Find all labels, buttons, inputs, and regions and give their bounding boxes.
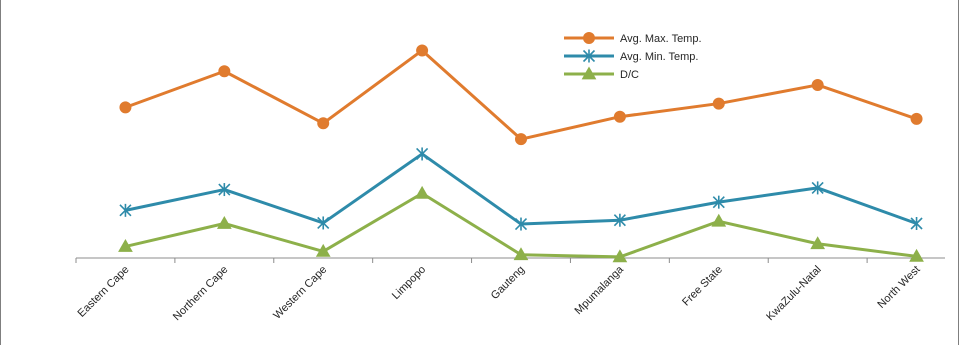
series-1 (120, 45, 922, 145)
series-line (125, 154, 916, 224)
x-axis: Eastern Cape Northern Cape Western Cape Lim… (76, 258, 945, 323)
x-tick-label: Northern Cape (171, 264, 231, 324)
x-tick-label: Mpumalanga (573, 263, 627, 317)
legend-item: Avg. Max. Temp. (564, 33, 702, 46)
series-layer (119, 45, 923, 262)
data-point (417, 147, 428, 160)
data-point (218, 217, 231, 228)
data-point (219, 66, 230, 77)
data-point (416, 187, 429, 198)
data-point (812, 79, 823, 90)
data-point (911, 113, 922, 124)
data-point (516, 134, 527, 145)
legend-item: D/C (564, 68, 639, 82)
data-point (712, 215, 725, 226)
data-point (318, 118, 329, 129)
legend-item: Avg. Min. Temp. (564, 50, 698, 64)
legend-label: D/C (620, 69, 639, 81)
x-tick-label: Gauteng (489, 264, 527, 302)
data-point (614, 111, 625, 122)
x-tick-label: North West (875, 264, 922, 311)
series-line (125, 50, 916, 139)
x-tick-label: Western Cape (271, 264, 329, 322)
x-tick-label: Limpopo (390, 264, 428, 302)
x-tick-label: Eastern Cape (76, 264, 132, 320)
series-2 (120, 147, 922, 230)
legend-marker (584, 33, 595, 44)
x-tick-label: KwaZulu-Natal (764, 264, 823, 323)
x-tick-label: Free State (680, 264, 725, 309)
legend: Avg. Max. Temp. Avg. Min. Temp. D/C (564, 33, 702, 82)
data-point (713, 98, 724, 109)
legend-label: Avg. Max. Temp. (620, 33, 702, 45)
data-point (120, 102, 131, 113)
data-point (417, 45, 428, 56)
legend-label: Avg. Min. Temp. (620, 51, 698, 63)
